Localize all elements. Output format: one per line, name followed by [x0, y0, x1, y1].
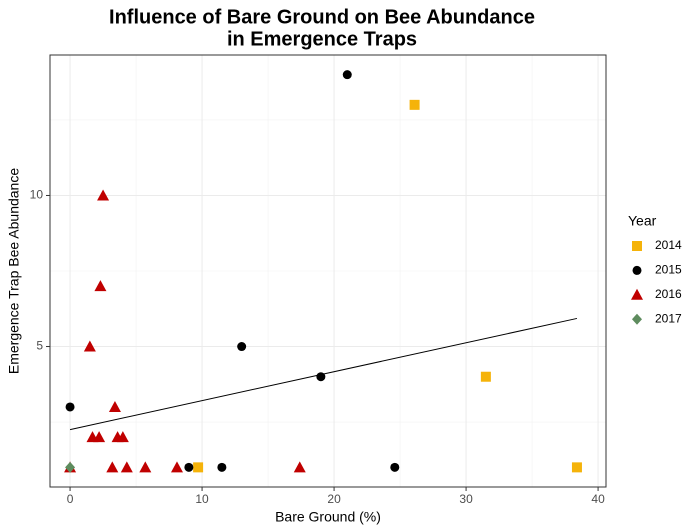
chart-title: Influence of Bare Ground on Bee Abundanc…: [109, 6, 535, 28]
point: [480, 371, 491, 382]
x-tick-label: 30: [459, 492, 473, 506]
point: [390, 462, 400, 472]
point: [93, 431, 106, 443]
y-tick-label: 5: [36, 339, 43, 353]
point: [65, 461, 76, 473]
x-tick-label: 0: [67, 492, 74, 506]
legend-marker: [631, 288, 643, 300]
point: [409, 99, 420, 110]
point: [120, 461, 133, 473]
point: [193, 462, 204, 473]
point: [106, 461, 119, 473]
point: [116, 431, 129, 443]
point: [342, 70, 352, 80]
x-axis-label: Bare Ground (%): [275, 509, 381, 525]
legend-title: Year: [628, 213, 657, 229]
point: [108, 400, 121, 412]
point: [139, 461, 152, 473]
x-tick-label: 20: [327, 492, 341, 506]
point: [170, 461, 183, 473]
point: [571, 462, 582, 473]
point: [97, 189, 110, 201]
y-axis-label: Emergence Trap Bee Abundance: [6, 168, 22, 374]
point: [293, 461, 306, 473]
point: [83, 340, 96, 352]
legend-marker: [632, 265, 642, 275]
legend-marker: [632, 313, 642, 325]
point: [65, 402, 75, 412]
legend-label: 2017: [655, 311, 682, 325]
point: [217, 462, 227, 472]
trend-line: [69, 317, 578, 431]
y-tick-label: 10: [30, 188, 44, 202]
point: [94, 280, 107, 292]
point: [237, 342, 247, 352]
x-tick-label: 40: [591, 492, 605, 506]
legend-label: 2014: [655, 238, 682, 252]
point: [184, 462, 194, 472]
x-tick-label: 10: [195, 492, 209, 506]
plot-frame: [49, 54, 607, 488]
legend-label: 2015: [655, 263, 682, 277]
legend-label: 2016: [655, 287, 682, 301]
chart-title: in Emergence Traps: [227, 28, 417, 50]
legend-marker: [632, 241, 642, 251]
